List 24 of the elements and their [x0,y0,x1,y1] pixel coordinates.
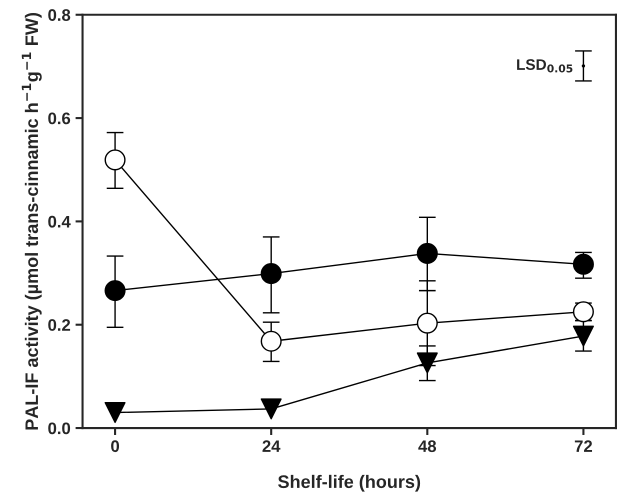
y-tick-label: 0.6 [48,112,70,124]
series-label: LSD$_{0.05}$ [517,59,572,72]
y-tick-label: 0.0 [48,422,70,434]
point [260,263,282,284]
point [416,312,438,334]
point [104,402,126,424]
point [572,326,594,347]
point [260,398,282,420]
point [260,330,282,352]
point [416,352,438,374]
point [104,280,126,302]
x-axis-title: Shelf-life (hours) [278,474,420,492]
x-tick-label: 72 [574,440,592,452]
point [582,64,586,68]
point [416,242,438,264]
point [104,149,126,170]
point [572,254,594,275]
y-tick-label: 0.8 [48,9,70,21]
x-tick-label: 24 [262,440,280,452]
y-axis-title: PAL-IF activity (µmol trans-cinnamic h$^{−1}$g$^{−1}$ FW) [22,12,42,430]
x-tick-label: 48 [418,440,436,452]
x-tick-label: 0 [111,440,120,452]
y-tick-label: 0.2 [48,319,70,331]
y-tick-label: 0.4 [48,216,71,228]
